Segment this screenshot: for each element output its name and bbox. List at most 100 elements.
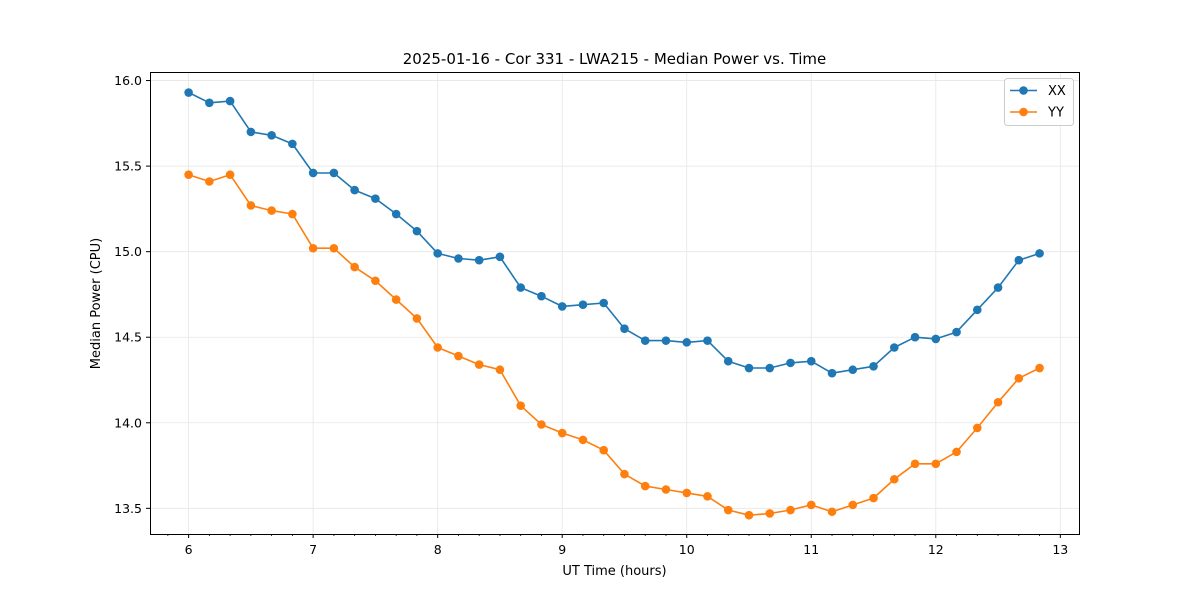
data-point-yy xyxy=(640,481,650,491)
data-point-yy xyxy=(246,201,256,210)
data-point-yy xyxy=(371,276,380,286)
data-point-xx xyxy=(1035,249,1044,258)
data-point-xx xyxy=(557,302,567,311)
data-point-yy xyxy=(391,295,401,304)
legend-swatch-marker xyxy=(1019,107,1028,117)
data-point-xx xyxy=(184,88,193,97)
data-point-yy xyxy=(578,435,588,445)
x-tick-label: 11 xyxy=(803,542,819,557)
data-point-xx xyxy=(433,249,442,258)
data-point-xx xyxy=(620,324,629,333)
data-point-yy xyxy=(516,401,525,410)
x-tick-label: 6 xyxy=(185,542,193,557)
data-point-xx xyxy=(993,283,1003,292)
grid-lines xyxy=(150,72,1079,534)
data-point-yy xyxy=(869,493,878,503)
data-point-xx xyxy=(869,362,878,371)
data-point-yy xyxy=(682,488,692,498)
x-tick-label: 7 xyxy=(309,542,317,557)
data-point-yy xyxy=(495,365,505,375)
data-point-yy xyxy=(827,507,837,517)
y-tick-label: 13.5 xyxy=(114,501,142,516)
legend: XX YY xyxy=(1004,78,1074,126)
data-point-xx xyxy=(910,332,920,342)
data-point-xx xyxy=(246,127,256,137)
legend-label-xx: XX xyxy=(1048,84,1066,99)
data-point-xx xyxy=(329,168,339,178)
data-point-xx xyxy=(516,283,525,292)
data-point-yy xyxy=(786,505,795,515)
data-point-xx xyxy=(454,254,463,263)
data-point-yy xyxy=(910,459,920,469)
data-point-xx xyxy=(288,139,297,149)
data-point-yy xyxy=(1035,363,1044,373)
data-point-yy xyxy=(931,459,941,469)
y-tick-label: 14.5 xyxy=(114,330,142,345)
data-point-xx xyxy=(952,327,961,337)
plot-frame xyxy=(150,72,1080,535)
data-point-xx xyxy=(744,363,754,373)
data-point-xx xyxy=(391,209,401,219)
data-point-xx xyxy=(682,338,692,347)
x-tick-label: 12 xyxy=(928,542,944,557)
x-tick-label: 8 xyxy=(434,542,442,557)
data-point-yy xyxy=(723,505,733,515)
data-point-xx xyxy=(599,298,609,308)
y-tick-label: 15.5 xyxy=(114,159,142,174)
data-point-xx xyxy=(827,368,837,378)
series-line-xx xyxy=(188,91,1040,375)
y-axis-label: Median Power (CPU) xyxy=(89,238,104,369)
data-point-yy xyxy=(848,500,858,510)
y-tick-label: 14.0 xyxy=(114,415,142,430)
data-point-yy xyxy=(661,485,671,494)
data-point-yy xyxy=(308,243,318,253)
data-point-yy xyxy=(806,500,816,510)
data-point-yy xyxy=(329,243,339,253)
data-point-yy xyxy=(1014,373,1024,383)
data-point-xx xyxy=(412,226,422,236)
data-point-xx xyxy=(703,336,712,345)
data-point-xx xyxy=(661,336,671,345)
data-point-xx xyxy=(350,185,359,195)
data-point-yy xyxy=(744,510,754,520)
y-tick-label: 16.0 xyxy=(114,73,142,88)
series-layer xyxy=(184,88,1044,520)
data-point-yy xyxy=(225,170,235,179)
data-point-xx xyxy=(371,194,380,203)
data-point-xx xyxy=(972,305,982,315)
x-tick-label: 9 xyxy=(558,542,566,557)
data-point-xx xyxy=(205,98,214,108)
x-tick-label: 10 xyxy=(679,542,695,557)
data-point-yy xyxy=(350,262,359,272)
data-point-xx xyxy=(806,356,816,366)
data-point-yy xyxy=(972,423,982,433)
data-point-yy xyxy=(205,177,214,186)
data-point-yy xyxy=(433,343,442,352)
data-point-yy xyxy=(474,360,484,369)
y-tick-label: 15.0 xyxy=(114,244,142,259)
data-point-yy xyxy=(184,170,193,179)
data-point-xx xyxy=(765,363,775,373)
data-point-xx xyxy=(786,358,795,368)
data-point-yy xyxy=(993,397,1003,407)
legend-swatch-marker xyxy=(1019,86,1028,95)
data-point-xx xyxy=(848,365,858,375)
x-axis-label: UT Time (hours) xyxy=(562,564,666,579)
data-point-yy xyxy=(454,351,463,361)
data-point-xx xyxy=(931,334,941,344)
data-point-yy xyxy=(557,428,567,438)
data-point-xx xyxy=(723,356,733,366)
data-point-yy xyxy=(599,445,609,455)
data-point-yy xyxy=(703,492,712,501)
chart-title: 2025-01-16 - Cor 331 - LWA215 - Median P… xyxy=(403,50,827,68)
data-point-yy xyxy=(537,420,546,429)
axis-ticks: 6 7 8 9 10 11 12 13 13.5 14.0 14.5 15.0 15.5 16.0 xyxy=(114,73,1068,557)
data-point-xx xyxy=(225,96,235,106)
data-point-xx xyxy=(889,343,899,352)
data-point-xx xyxy=(267,131,276,140)
data-point-xx xyxy=(640,336,650,345)
data-point-yy xyxy=(889,474,899,484)
data-point-xx xyxy=(578,300,588,310)
x-tick-label: 13 xyxy=(1052,542,1068,557)
